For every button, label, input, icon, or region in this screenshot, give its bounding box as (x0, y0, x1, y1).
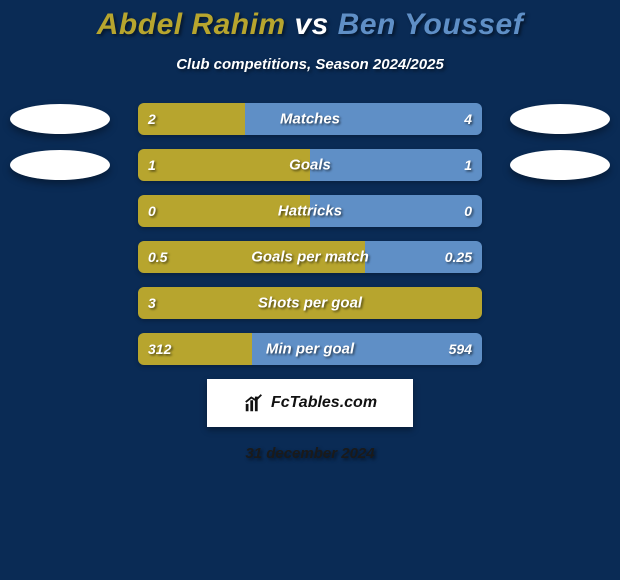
stat-bar: 3Shots per goal (138, 287, 482, 319)
bar-right-fill (310, 195, 482, 227)
date-text: 31 december 2024 (0, 445, 620, 462)
branding-badge: FcTables.com (207, 379, 413, 427)
bar-left-value: 2 (148, 111, 156, 127)
stat-row: 0.50.25Goals per match (0, 241, 620, 273)
bar-right-value: 0 (464, 203, 472, 219)
bar-right-value: 4 (464, 111, 472, 127)
player1-badge (10, 150, 110, 180)
title-vs: vs (294, 8, 328, 41)
bar-left-value: 0 (148, 203, 156, 219)
player2-badge (510, 104, 610, 134)
subtitle: Club competitions, Season 2024/2025 (0, 56, 620, 73)
page-title: Abdel Rahim vs Ben Youssef (0, 8, 620, 42)
bar-left-fill (138, 149, 310, 181)
bar-left-fill (138, 241, 365, 273)
stat-bar: 312594Min per goal (138, 333, 482, 365)
title-player1: Abdel Rahim (97, 8, 286, 41)
bar-left-fill (138, 195, 310, 227)
bar-right-value: 594 (449, 341, 472, 357)
stat-bar: 0.50.25Goals per match (138, 241, 482, 273)
stat-row: 312594Min per goal (0, 333, 620, 365)
bars-host: 24Matches11Goals00Hattricks0.50.25Goals … (0, 103, 620, 365)
bar-right-fill (252, 333, 482, 365)
bar-left-value: 0.5 (148, 249, 167, 265)
player1-badge (10, 104, 110, 134)
stat-row: 3Shots per goal (0, 287, 620, 319)
bar-left-fill (138, 287, 482, 319)
stat-row: 24Matches (0, 103, 620, 135)
stat-bar: 00Hattricks (138, 195, 482, 227)
stat-bar: 24Matches (138, 103, 482, 135)
bar-right-fill (310, 149, 482, 181)
bar-left-value: 312 (148, 341, 171, 357)
branding-text: FcTables.com (271, 394, 377, 412)
title-player2: Ben Youssef (338, 8, 524, 41)
chart-icon (243, 392, 265, 414)
bar-right-fill (245, 103, 482, 135)
player2-badge (510, 150, 610, 180)
bar-left-value: 3 (148, 295, 156, 311)
stat-bar: 11Goals (138, 149, 482, 181)
stat-row: 11Goals (0, 149, 620, 181)
comparison-infographic: Abdel Rahim vs Ben Youssef Club competit… (0, 0, 620, 580)
bar-left-value: 1 (148, 157, 156, 173)
bar-right-value: 1 (464, 157, 472, 173)
stat-row: 00Hattricks (0, 195, 620, 227)
bar-right-value: 0.25 (445, 249, 472, 265)
